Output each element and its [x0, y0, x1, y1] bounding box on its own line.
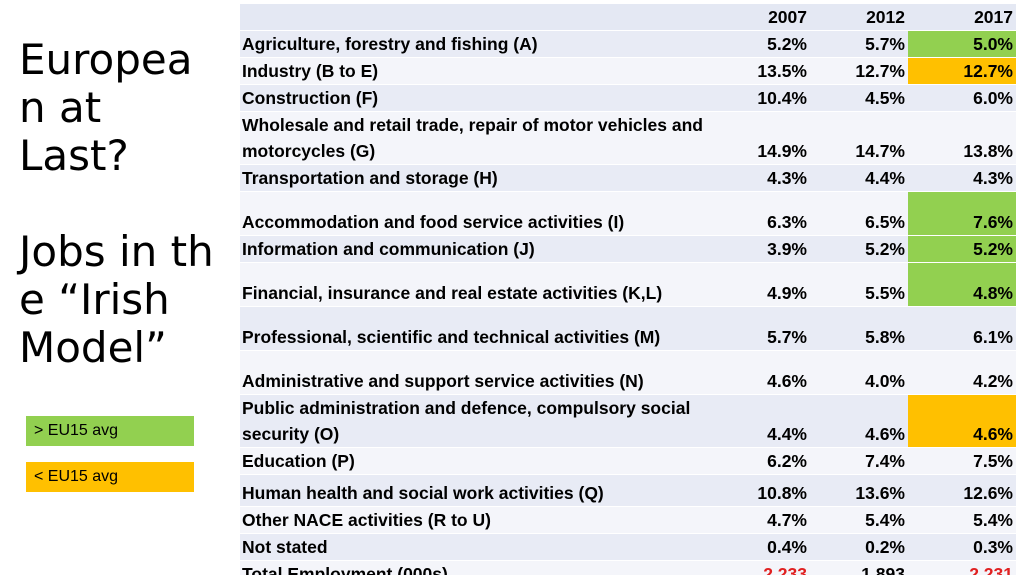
value-2007: 0.4%: [714, 533, 810, 561]
value-2007: 5.7%: [714, 306, 810, 351]
value-2007: 4.4%: [714, 394, 810, 448]
table-row: Accommodation and food service activitie…: [240, 191, 1016, 236]
value-2012: 4.0%: [810, 350, 908, 395]
header-year-2012: 2012: [810, 4, 908, 31]
value-2017: 5.0%: [908, 30, 1016, 58]
value-2012: 5.5%: [810, 262, 908, 307]
table-row: Information and communication (J) 3.9% 5.2…: [240, 235, 1016, 263]
sector-label: Total Employment (000s): [240, 560, 714, 575]
value-2012: 12.7%: [810, 57, 908, 85]
sector-label: Human health and social work activities …: [240, 474, 714, 507]
value-2012: 1,893: [810, 560, 908, 575]
value-2007: 6.3%: [714, 191, 810, 236]
legend-above-eu15: > EU15 avg: [26, 416, 194, 446]
sector-label: Wholesale and retail trade, repair of mo…: [240, 111, 714, 165]
value-2017: 4.3%: [908, 164, 1016, 192]
title-line-2: Last?: [19, 131, 129, 180]
value-2017: 6.1%: [908, 306, 1016, 351]
sector-label: Education (P): [240, 447, 714, 475]
table-header-row: 2007 2012 2017: [240, 4, 1016, 31]
value-2007: 6.2%: [714, 447, 810, 475]
table-row: Administrative and support service activ…: [240, 350, 1016, 395]
table-row: Education (P) 6.2% 7.4% 7.5%: [240, 447, 1016, 475]
value-2012: 5.8%: [810, 306, 908, 351]
header-year-2017: 2017: [908, 4, 1016, 31]
value-2017: 4.6%: [908, 394, 1016, 448]
value-2007: 4.9%: [714, 262, 810, 307]
table-row: Not stated 0.4% 0.2% 0.3%: [240, 533, 1016, 561]
value-2017: 5.2%: [908, 235, 1016, 263]
table-row: Agriculture, forestry and fishing (A) 5.2…: [240, 30, 1016, 58]
sector-label: Information and communication (J): [240, 235, 714, 263]
legend-below-eu15: < EU15 avg: [26, 462, 194, 492]
table-row: Industry (B to E) 13.5% 12.7% 12.7%: [240, 57, 1016, 85]
value-2007: 2,233: [714, 560, 810, 575]
value-2012: 4.4%: [810, 164, 908, 192]
header-sector: [240, 4, 714, 31]
value-2017: 7.6%: [908, 191, 1016, 236]
sector-label: Agriculture, forestry and fishing (A): [240, 30, 714, 58]
value-2017: 13.8%: [908, 111, 1016, 165]
value-2007: 4.3%: [714, 164, 810, 192]
value-2012: 0.2%: [810, 533, 908, 561]
table-row: Other NACE activities (R to U) 4.7% 5.4% 5.…: [240, 506, 1016, 534]
value-2007: 4.7%: [714, 506, 810, 534]
table-row: Public administration and defence, compu…: [240, 394, 1016, 448]
value-2017: 0.3%: [908, 533, 1016, 561]
value-2012: 5.2%: [810, 235, 908, 263]
value-2007: 10.8%: [714, 474, 810, 507]
title-line-1: European at: [19, 35, 193, 132]
employment-table: 2007 2012 2017 Agriculture, forestry and…: [240, 4, 1016, 575]
table-row: Total Employment (000s) 2,233 1,893 2,231: [240, 560, 1016, 575]
value-2012: 5.7%: [810, 30, 908, 58]
value-2017: 2,231: [908, 560, 1016, 575]
value-2012: 7.4%: [810, 447, 908, 475]
sector-label: Financial, insurance and real estate act…: [240, 262, 714, 307]
value-2007: 14.9%: [714, 111, 810, 165]
value-2017: 12.7%: [908, 57, 1016, 85]
value-2017: 12.6%: [908, 474, 1016, 507]
table-row: Transportation and storage (H) 4.3% 4.4% 4.…: [240, 164, 1016, 192]
header-year-2007: 2007: [714, 4, 810, 31]
value-2007: 13.5%: [714, 57, 810, 85]
value-2012: 13.6%: [810, 474, 908, 507]
table-row: Construction (F) 10.4% 4.5% 6.0%: [240, 84, 1016, 112]
slide-title: European at Last? Jobs in the “Irish Mod…: [19, 36, 219, 372]
table-row: Professional, scientific and technical a…: [240, 306, 1016, 351]
sector-label: Other NACE activities (R to U): [240, 506, 714, 534]
value-2017: 4.8%: [908, 262, 1016, 307]
table-row: Human health and social work activities …: [240, 474, 1016, 507]
sector-label: Industry (B to E): [240, 57, 714, 85]
value-2012: 6.5%: [810, 191, 908, 236]
table-row: Financial, insurance and real estate act…: [240, 262, 1016, 307]
value-2012: 5.4%: [810, 506, 908, 534]
value-2017: 4.2%: [908, 350, 1016, 395]
value-2017: 7.5%: [908, 447, 1016, 475]
value-2017: 5.4%: [908, 506, 1016, 534]
value-2007: 4.6%: [714, 350, 810, 395]
value-2007: 3.9%: [714, 235, 810, 263]
sector-label: Not stated: [240, 533, 714, 561]
subtitle-line-1: Jobs in the “Irish: [19, 227, 214, 324]
value-2007: 10.4%: [714, 84, 810, 112]
value-2012: 4.5%: [810, 84, 908, 112]
value-2007: 5.2%: [714, 30, 810, 58]
table-row: Wholesale and retail trade, repair of mo…: [240, 111, 1016, 165]
value-2012: 4.6%: [810, 394, 908, 448]
value-2012: 14.7%: [810, 111, 908, 165]
sector-label: Construction (F): [240, 84, 714, 112]
sector-label: Administrative and support service activ…: [240, 350, 714, 395]
subtitle-line-2: Model”: [19, 323, 167, 372]
sector-label: Professional, scientific and technical a…: [240, 306, 714, 351]
sector-label: Public administration and defence, compu…: [240, 394, 714, 448]
value-2017: 6.0%: [908, 84, 1016, 112]
sector-label: Transportation and storage (H): [240, 164, 714, 192]
sector-label: Accommodation and food service activitie…: [240, 191, 714, 236]
